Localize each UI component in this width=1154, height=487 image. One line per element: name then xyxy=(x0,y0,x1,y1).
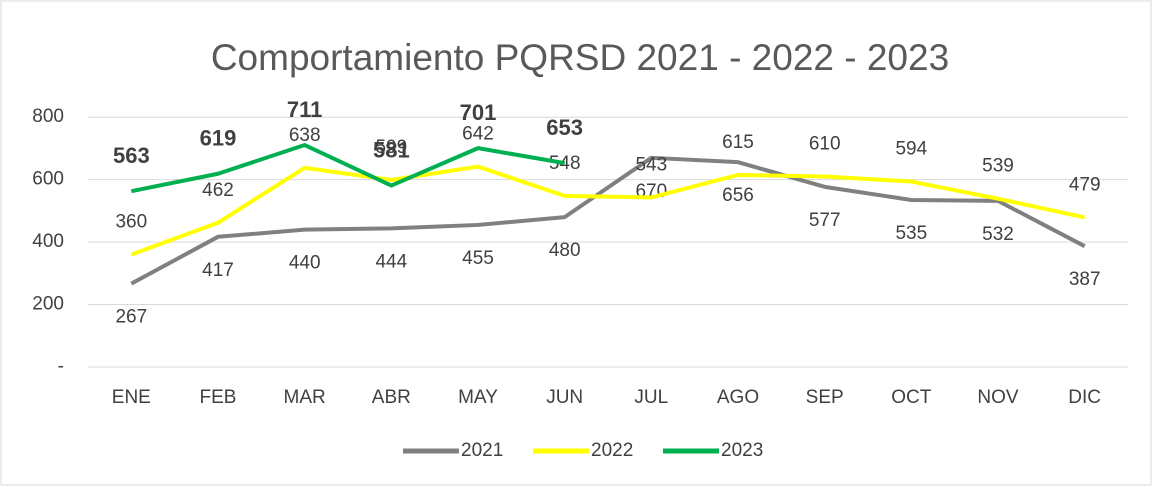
data-label: 701 xyxy=(460,100,497,125)
data-label: 610 xyxy=(809,134,841,155)
data-label: 711 xyxy=(287,97,323,122)
data-label: 539 xyxy=(982,156,1014,177)
data-label: 543 xyxy=(635,154,667,175)
y-tick-label: 400 xyxy=(32,231,64,252)
x-tick-label: MAR xyxy=(284,387,326,408)
x-tick-label: AGO xyxy=(717,387,759,408)
chart-title: Comportamiento PQRSD 2021 - 2022 - 2023 xyxy=(211,37,949,78)
series-line xyxy=(130,143,566,194)
data-label: 360 xyxy=(115,212,147,233)
y-tick-label: - xyxy=(58,356,64,377)
x-tick-label: OCT xyxy=(891,387,932,408)
legend-label: 2022 xyxy=(591,440,633,461)
y-tick-label: 200 xyxy=(32,294,64,315)
data-label: 548 xyxy=(549,153,581,174)
x-tick-label: NOV xyxy=(977,387,1019,408)
data-label: 577 xyxy=(809,210,841,231)
x-tick-label: JUN xyxy=(546,387,583,408)
legend-label: 2021 xyxy=(461,440,503,461)
data-label: 479 xyxy=(1069,174,1101,195)
data-label: 638 xyxy=(289,125,321,146)
data-label: 599 xyxy=(375,137,407,158)
x-tick-label: ABR xyxy=(372,387,411,408)
x-tick-label: JUL xyxy=(634,387,668,408)
x-tick-label: ENE xyxy=(112,387,151,408)
series-line xyxy=(130,155,1086,286)
data-label: 653 xyxy=(546,115,583,140)
x-tick-label: SEP xyxy=(806,387,844,408)
data-label: 480 xyxy=(549,240,581,261)
data-label: 532 xyxy=(982,224,1014,245)
data-label: 417 xyxy=(202,260,234,281)
data-label: 444 xyxy=(375,251,407,272)
data-label: 462 xyxy=(202,180,234,201)
data-label: 455 xyxy=(462,248,494,269)
data-label: 267 xyxy=(115,307,147,328)
x-tick-label: MAY xyxy=(458,387,498,408)
data-label: 615 xyxy=(722,132,754,153)
x-tick-label: DIC xyxy=(1068,387,1101,408)
y-tick-label: 600 xyxy=(32,169,64,190)
data-label: 581 xyxy=(373,137,410,162)
data-label: 619 xyxy=(200,126,237,151)
series-line xyxy=(130,164,1086,257)
data-label: 656 xyxy=(722,185,754,206)
data-label: 594 xyxy=(895,139,927,160)
x-tick-label: FEB xyxy=(200,387,237,408)
data-label: 535 xyxy=(895,223,927,244)
y-tick-label: 800 xyxy=(32,106,64,127)
data-label: 642 xyxy=(462,124,494,145)
legend-label: 2023 xyxy=(721,440,763,461)
data-label: 563 xyxy=(113,143,150,168)
data-label: 440 xyxy=(289,253,321,274)
data-label: 387 xyxy=(1069,269,1101,290)
